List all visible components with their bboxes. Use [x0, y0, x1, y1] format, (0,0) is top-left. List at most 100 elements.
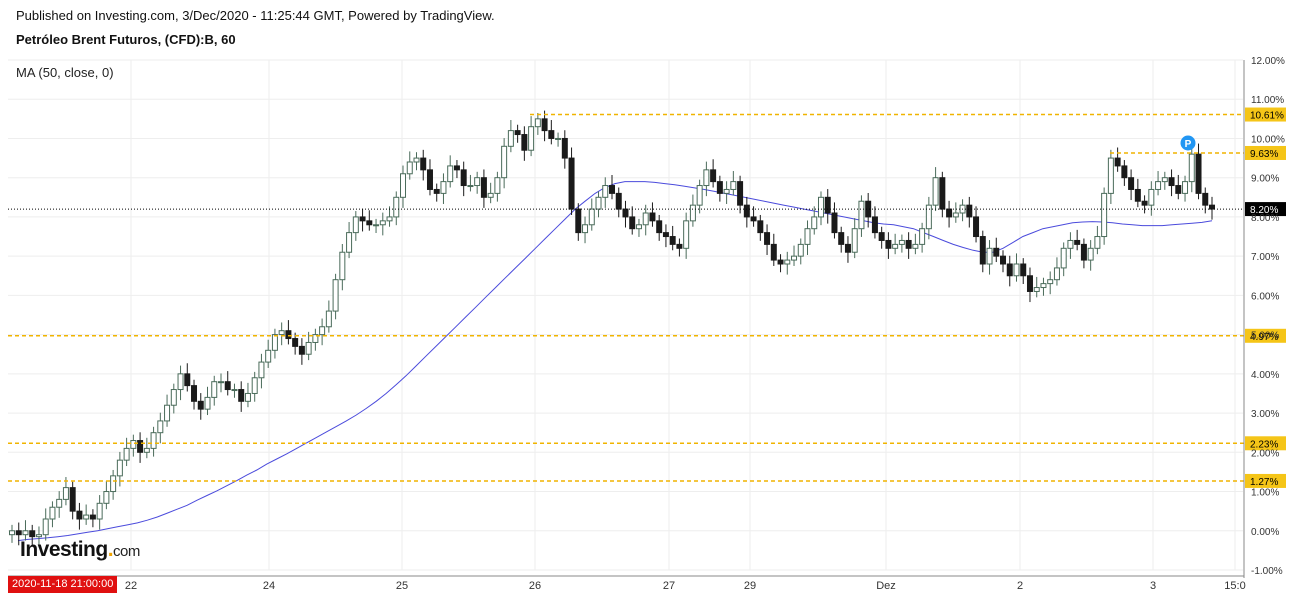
- candle-body: [676, 243, 683, 249]
- candle-body: [750, 216, 757, 222]
- candle-body: [737, 181, 744, 206]
- candle-body: [898, 239, 905, 245]
- candle-body: [440, 181, 447, 194]
- candle-body: [986, 247, 993, 265]
- y-tick-label: 5.00%: [1251, 331, 1279, 342]
- candle-body: [784, 259, 791, 265]
- candle-body: [1006, 263, 1013, 277]
- candle-body: [561, 137, 568, 159]
- x-tick-label: 15:0: [1224, 580, 1245, 592]
- candle-body: [62, 487, 69, 500]
- candle-body: [56, 498, 63, 508]
- candle-body: [932, 177, 939, 206]
- candles-layer: [9, 110, 1215, 548]
- level-label: 1.27%: [1250, 477, 1278, 488]
- candle-body: [1182, 181, 1189, 194]
- candle-body: [615, 192, 622, 210]
- candle-body: [582, 224, 589, 234]
- candle-body: [1175, 185, 1182, 194]
- candle-body: [993, 247, 1000, 257]
- candle-body: [447, 165, 454, 183]
- candle-body: [29, 530, 36, 538]
- candle-body: [460, 169, 467, 187]
- candle-body: [541, 118, 548, 132]
- candle-body: [406, 161, 413, 175]
- candle-body: [298, 345, 305, 355]
- candle-body: [696, 185, 703, 206]
- candle-body: [366, 220, 373, 226]
- candle-body: [797, 243, 804, 257]
- candle-body: [817, 196, 824, 218]
- candle-body: [379, 220, 386, 226]
- x-tick-label: 22: [125, 580, 137, 592]
- candle-body: [1033, 287, 1040, 292]
- candle-body: [534, 118, 541, 128]
- candle-body: [143, 447, 150, 453]
- ma-legend[interactable]: MA (50, close, 0): [16, 65, 114, 80]
- candle-body: [501, 145, 508, 179]
- candle-body: [946, 208, 953, 218]
- candle-body: [1209, 204, 1215, 210]
- level-label-bg: [1245, 328, 1286, 343]
- candle-body: [730, 181, 737, 190]
- candle-body: [244, 392, 251, 402]
- candle-body: [184, 373, 191, 387]
- candle-body: [622, 208, 629, 218]
- candle-body: [305, 341, 312, 355]
- candle-body: [1128, 177, 1135, 190]
- candle-body: [878, 232, 885, 241]
- candle-body: [1020, 263, 1027, 277]
- candle-body: [474, 177, 481, 187]
- candle-body: [1148, 188, 1155, 206]
- candle-body: [1114, 157, 1121, 167]
- current-price-label-bg: [1245, 202, 1286, 217]
- candle-body: [204, 396, 211, 410]
- candle-body: [683, 220, 690, 249]
- candle-body: [743, 204, 750, 218]
- candle-body: [1074, 239, 1081, 245]
- candle-body: [1087, 247, 1094, 261]
- candle-body: [710, 169, 717, 183]
- x-tick-label: 25: [396, 580, 408, 592]
- x-tick-label: 24: [263, 580, 275, 592]
- candle-body: [1053, 267, 1060, 281]
- level-label: 4.97%: [1250, 332, 1278, 343]
- candle-body: [831, 212, 838, 234]
- candle-body: [1121, 165, 1128, 179]
- candle-body: [400, 173, 407, 198]
- candle-body: [912, 243, 919, 249]
- candle-body: [905, 239, 912, 249]
- candle-body: [1202, 192, 1209, 206]
- chart-grid: [8, 59, 1243, 571]
- levels-layer: 10.61% 9.63% 4.97% 2.23% 1.27% 8.20% P: [8, 107, 1286, 488]
- level-label: 2.23%: [1250, 439, 1278, 450]
- candle-body: [386, 216, 393, 222]
- candle-body: [811, 216, 818, 230]
- candle-body: [164, 404, 171, 422]
- level-label: 10.61%: [1250, 111, 1284, 122]
- y-tick-label: 11.00%: [1251, 95, 1284, 106]
- candle-body: [251, 377, 258, 394]
- candle-body: [1188, 153, 1195, 183]
- candle-body: [609, 185, 615, 194]
- candle-body: [1080, 243, 1087, 261]
- y-tick-label: 3.00%: [1251, 409, 1279, 420]
- y-tick-label: 10.00%: [1251, 134, 1285, 145]
- candle-body: [339, 251, 346, 281]
- y-tick-label: 8.00%: [1251, 213, 1279, 224]
- candle-body: [1000, 255, 1007, 265]
- candle-body: [1107, 157, 1114, 194]
- candle-body: [224, 381, 231, 391]
- x-tick-label: 3: [1150, 580, 1156, 592]
- candle-body: [83, 514, 90, 520]
- candle-body: [871, 216, 878, 234]
- candle-body: [217, 381, 224, 384]
- candle-body: [9, 530, 15, 536]
- candle-body: [649, 212, 656, 222]
- candle-body: [1134, 188, 1141, 202]
- candle-body: [494, 177, 501, 194]
- candle-body: [595, 196, 602, 210]
- candle-body: [258, 361, 265, 379]
- candle-body: [211, 381, 218, 398]
